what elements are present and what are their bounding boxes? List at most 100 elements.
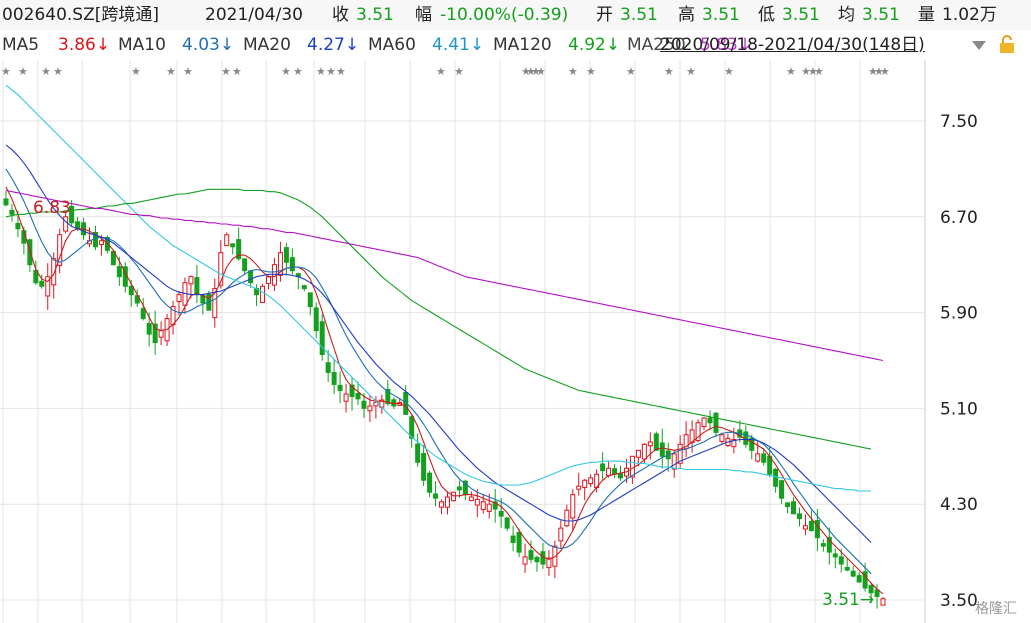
candle-body — [439, 501, 445, 508]
candle-body — [289, 257, 295, 272]
candle-body — [140, 308, 146, 320]
y-tick-label: 6.70 — [940, 208, 978, 228]
candle-body — [761, 453, 767, 463]
candle-body — [325, 362, 331, 373]
candle-body — [301, 285, 307, 290]
candle-body — [808, 520, 814, 532]
candle-body — [242, 258, 248, 272]
candle-body — [51, 258, 57, 286]
ma10-label: MA10 — [118, 35, 166, 55]
candle-body — [128, 285, 134, 296]
event-star: ★ — [874, 65, 884, 78]
candle-body — [826, 536, 832, 553]
ma-line-ma10 — [5, 168, 872, 575]
event-star: ★ — [454, 65, 464, 78]
event-star: ★ — [536, 65, 546, 78]
event-star: ★ — [724, 65, 734, 78]
candle-body — [492, 501, 498, 510]
y-tick-label: 4.30 — [940, 495, 978, 515]
y-axis: 3.50 4.30 5.10 5.90 6.70 7.50 — [940, 112, 978, 611]
y-tick-label: 7.50 — [940, 112, 978, 132]
candle-body — [456, 486, 462, 491]
candlestick-chart[interactable]: ★ ★ ★ ★ ★ ★ ★ ★ ★ ★ ★ ★ ★ ★ ★ ★ ★★★★ ★ ★ ★ ★ ★ ★ ★ ★★★ ★★★ 3.504.… — [0, 60, 1031, 623]
candle-body — [319, 321, 325, 356]
candle-body — [385, 388, 391, 405]
candle-body — [570, 494, 576, 519]
candle-body — [9, 209, 15, 215]
event-star: ★ — [436, 65, 446, 78]
candle-body — [516, 532, 522, 553]
candle-body — [874, 589, 880, 597]
event-star: ★ — [1, 65, 11, 78]
candle-body — [731, 439, 737, 448]
lock-icon[interactable] — [996, 30, 1018, 70]
candle-body — [260, 285, 266, 303]
ma-line-ma120 — [5, 188, 872, 450]
candle-body — [522, 556, 528, 565]
open-label: 开 — [596, 5, 613, 25]
candle-body — [158, 330, 164, 338]
candle-body — [486, 503, 492, 512]
candle-body — [45, 276, 51, 297]
high-value: 3.51 — [702, 5, 740, 25]
event-star: ★ — [526, 65, 536, 78]
candle-body — [779, 480, 785, 499]
dropdown-triangle-icon[interactable] — [970, 30, 988, 70]
event-star: ★ — [336, 65, 346, 78]
candle-body — [450, 491, 456, 502]
candle-body — [528, 550, 534, 560]
event-star: ★ — [586, 65, 596, 78]
candle-body — [719, 434, 725, 442]
event-star: ★ — [808, 65, 818, 78]
candle-body — [355, 393, 361, 400]
event-star: ★ — [521, 65, 531, 78]
quote-header: 002640.SZ[跨境通] 2021/04/30 收 3.51 幅 -10.0… — [0, 0, 1031, 30]
candle-body — [57, 234, 63, 266]
event-star: ★ — [221, 65, 231, 78]
candle-body — [152, 323, 158, 344]
stock-code: 002640.SZ[跨境通] — [2, 5, 160, 25]
event-star: ★ — [232, 65, 242, 78]
event-star: ★ — [568, 65, 578, 78]
candle-body — [677, 443, 683, 464]
candle-body — [796, 513, 802, 520]
ma-line-ma250 — [5, 189, 884, 362]
candle-body — [367, 405, 373, 412]
candle-body — [755, 453, 761, 462]
candle-body — [480, 501, 486, 511]
y-tick-label: 5.90 — [940, 304, 978, 324]
event-star: ★ — [326, 65, 336, 78]
dropdown-triangle-svg — [972, 41, 986, 50]
volume-value: 1.02万 — [942, 5, 997, 25]
candle-body — [564, 509, 570, 527]
date-range-text[interactable]: 2020/09/18-2021/04/30(148日) — [660, 35, 925, 55]
candle-body — [713, 412, 719, 433]
candle-body — [218, 252, 224, 286]
candle-body — [331, 372, 337, 385]
ma-legend-bar: MA5 3.86↓ MA10 4.03↓ MA20 4.27↓ MA60 4.4… — [0, 30, 1031, 60]
event-star: ★ — [293, 65, 303, 78]
candle-body — [791, 501, 797, 515]
candle-body — [468, 496, 474, 502]
ma5-value: 3.86↓ — [58, 35, 111, 55]
candle-body — [373, 401, 379, 407]
event-star: ★ — [281, 65, 291, 78]
high-label: 高 — [678, 5, 695, 25]
y-tick-label: 5.10 — [940, 399, 978, 419]
candles — [3, 190, 886, 609]
last-price-label: 3.51→ — [822, 590, 874, 610]
candle-body — [444, 496, 450, 508]
candle-body — [409, 416, 415, 439]
candle-body — [671, 453, 677, 470]
candle-body — [510, 535, 516, 544]
candle-body — [838, 556, 844, 565]
candle-body — [349, 384, 355, 397]
candle-body — [69, 205, 75, 224]
candle-body — [850, 570, 856, 577]
candle-body — [635, 449, 641, 458]
close-value: 3.51 — [356, 5, 394, 25]
event-star: ★ — [531, 65, 541, 78]
candle-body — [313, 307, 319, 332]
candle-body — [415, 443, 421, 463]
candle-body — [230, 243, 236, 248]
